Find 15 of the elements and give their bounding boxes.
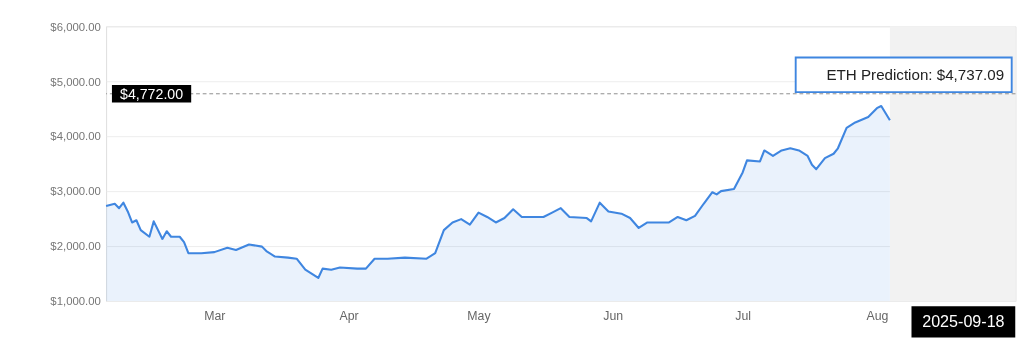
- x-tick-label: Aug: [866, 309, 889, 324]
- text: 2025-09-18: [922, 311, 1005, 330]
- y-tick-label: $3,000.00: [50, 185, 101, 198]
- y-tick-label: $4,000.00: [50, 130, 101, 143]
- x-tick-label: Apr: [339, 309, 359, 324]
- y-tick-label: $5,000.00: [50, 75, 101, 88]
- y-tick-label: $1,000.00: [50, 295, 101, 308]
- y-tick-label: $6,000.00: [50, 20, 101, 33]
- x-tick-label: Jul: [735, 309, 751, 324]
- x-tick-label: May: [467, 309, 492, 324]
- x-tick-label: Mar: [204, 309, 226, 324]
- x-tick-label: Jun: [603, 309, 624, 324]
- y-tick-label: $2,000.00: [50, 240, 101, 253]
- ref-line-label: $4,772.00: [120, 85, 184, 102]
- annotation: ETH Prediction: $4,737.09: [826, 65, 1005, 83]
